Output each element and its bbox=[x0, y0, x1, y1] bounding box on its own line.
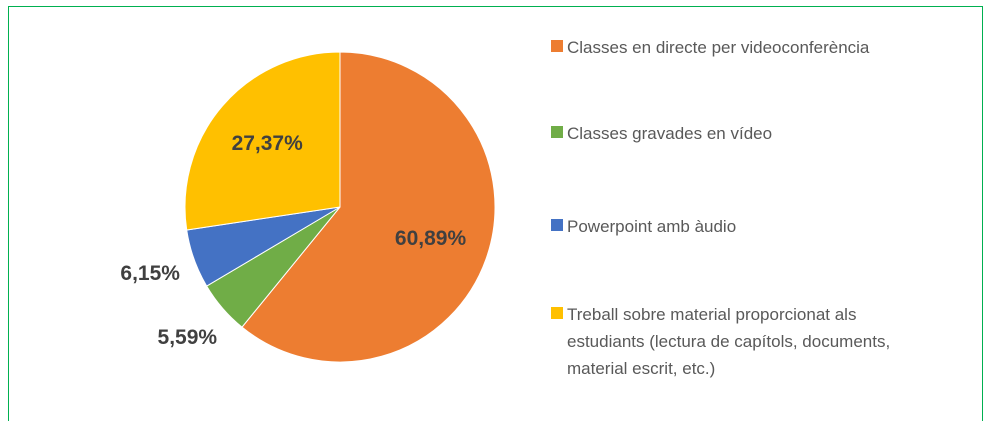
legend-swatch bbox=[551, 307, 563, 319]
legend-swatch bbox=[551, 126, 563, 138]
data-label: 60,89% bbox=[395, 227, 467, 250]
pie-slice bbox=[241, 51, 496, 363]
legend-swatch bbox=[551, 40, 563, 52]
legend-label: Treball sobre material proporcionat als … bbox=[567, 305, 891, 378]
legend-label: Powerpoint amb àudio bbox=[567, 217, 737, 236]
data-label: 5,59% bbox=[158, 326, 218, 349]
data-label: 27,37% bbox=[232, 132, 304, 155]
data-label: 6,15% bbox=[120, 262, 180, 285]
legend-label: Classes gravades en vídeo bbox=[567, 124, 773, 143]
legend-item: Treball sobre material proporcionat als … bbox=[551, 301, 951, 382]
legend-item: Powerpoint amb àudio bbox=[551, 213, 951, 240]
legend-swatch bbox=[551, 219, 563, 231]
pie-slice bbox=[184, 51, 341, 231]
chart-frame bbox=[8, 6, 983, 421]
legend-item: Classes gravades en vídeo bbox=[551, 120, 951, 147]
legend-item: Classes en directe per videoconferència bbox=[551, 34, 951, 61]
legend-label: Classes en directe per videoconferència bbox=[567, 38, 870, 57]
